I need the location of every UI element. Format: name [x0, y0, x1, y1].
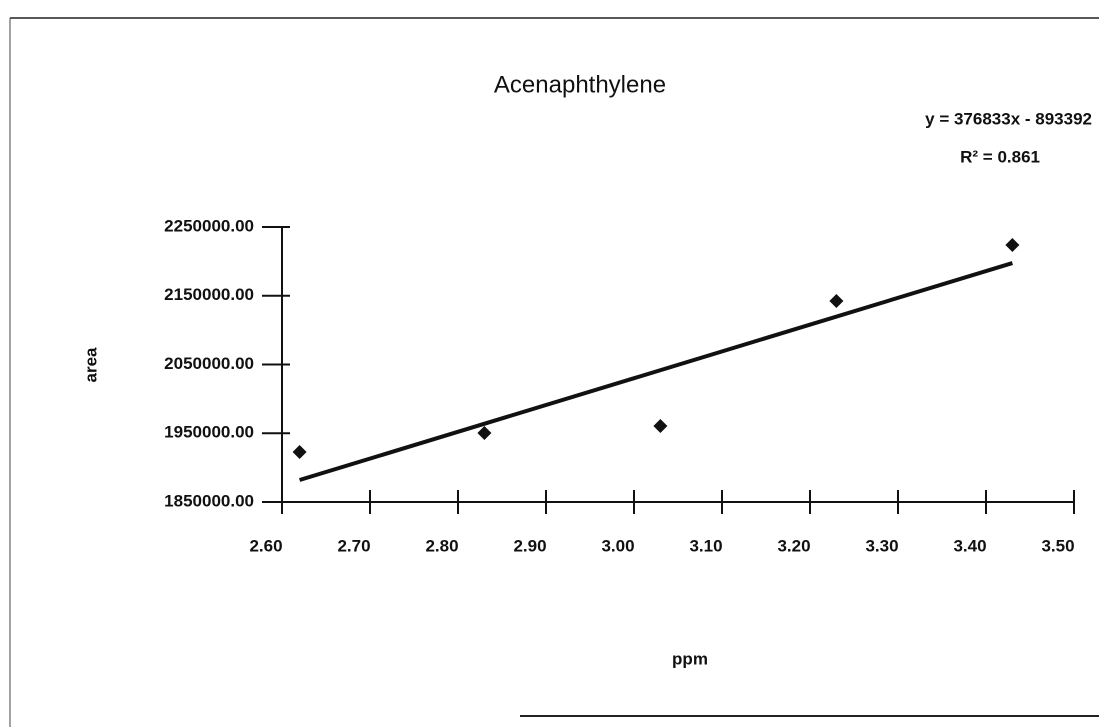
y-tick-label: 2250000.00: [164, 216, 254, 235]
x-tick-label: 3.10: [689, 536, 722, 555]
x-tick-label: 3.40: [953, 536, 986, 555]
x-tick-label: 3.30: [865, 536, 898, 555]
equation: y = 376833x - 893392: [925, 109, 1092, 128]
r-squared: R² = 0.861: [960, 147, 1040, 166]
trendline: [299, 261, 1013, 482]
x-tick-label: 3.50: [1041, 536, 1074, 555]
x-tick-label: 2.60: [249, 536, 282, 555]
x-tick-label: 2.90: [513, 536, 546, 555]
data-point: [653, 419, 668, 434]
x-tick-label: 2.70: [337, 536, 370, 555]
data-point: [1005, 238, 1020, 253]
data-point: [477, 425, 492, 440]
x-tick-label: 3.00: [601, 536, 634, 555]
y-tick-label: 2150000.00: [164, 285, 254, 304]
y-axis-label: area: [81, 347, 100, 383]
data-point: [292, 445, 307, 460]
y-tick-label: 2050000.00: [164, 354, 254, 373]
x-axis-label: ppm: [672, 649, 708, 668]
x-tick-label: 3.20: [777, 536, 810, 555]
y-tick-label: 1850000.00: [164, 491, 254, 510]
data-point: [829, 293, 844, 308]
y-tick-label: 1950000.00: [164, 423, 254, 442]
x-tick-label: 2.80: [425, 536, 458, 555]
chart-title: Acenaphthylene: [494, 71, 666, 98]
